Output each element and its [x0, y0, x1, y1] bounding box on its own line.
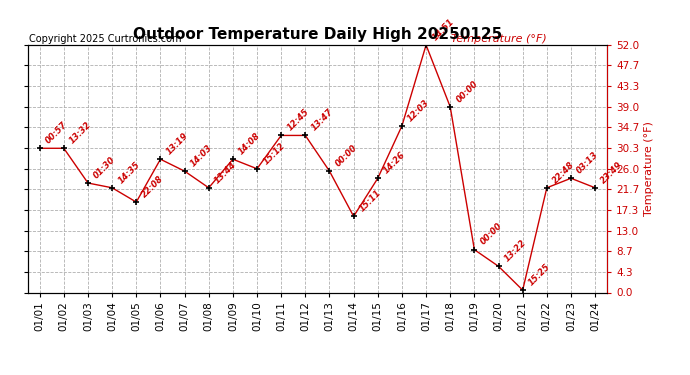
Text: 14:03: 14:03 — [189, 143, 214, 168]
Text: Temperature (°F): Temperature (°F) — [451, 34, 546, 44]
Text: 15:25: 15:25 — [527, 262, 552, 287]
Y-axis label: Temperature (°F): Temperature (°F) — [644, 122, 653, 216]
Text: 15:12: 15:12 — [262, 141, 286, 166]
Text: 15:11: 15:11 — [358, 188, 383, 214]
Text: 13:22: 13:22 — [503, 238, 528, 264]
Text: 13:47: 13:47 — [310, 107, 335, 133]
Text: 00:00: 00:00 — [455, 79, 480, 104]
Text: 00:00: 00:00 — [334, 143, 359, 168]
Text: 22:48: 22:48 — [551, 160, 576, 185]
Text: 13:44: 13:44 — [213, 160, 238, 185]
Text: 12:45: 12:45 — [286, 107, 310, 133]
Text: 14:26: 14:26 — [382, 150, 407, 176]
Title: Outdoor Temperature Daily High 20250125: Outdoor Temperature Daily High 20250125 — [132, 27, 502, 42]
Text: 03:13: 03:13 — [575, 150, 600, 176]
Text: 01:30: 01:30 — [92, 155, 117, 180]
Text: 23:49: 23:49 — [600, 160, 624, 185]
Text: 22:08: 22:08 — [141, 174, 166, 199]
Text: 13:19: 13:19 — [165, 131, 190, 156]
Text: 00:00: 00:00 — [479, 222, 504, 247]
Text: 12:03: 12:03 — [406, 98, 431, 123]
Text: 14:08: 14:08 — [237, 131, 262, 156]
Text: 14:35: 14:35 — [117, 160, 141, 185]
Text: 14:51: 14:51 — [431, 17, 455, 42]
Text: 00:57: 00:57 — [44, 120, 69, 146]
Text: 13:32: 13:32 — [68, 120, 93, 146]
Text: Copyright 2025 Curtronics.com: Copyright 2025 Curtronics.com — [29, 34, 181, 44]
